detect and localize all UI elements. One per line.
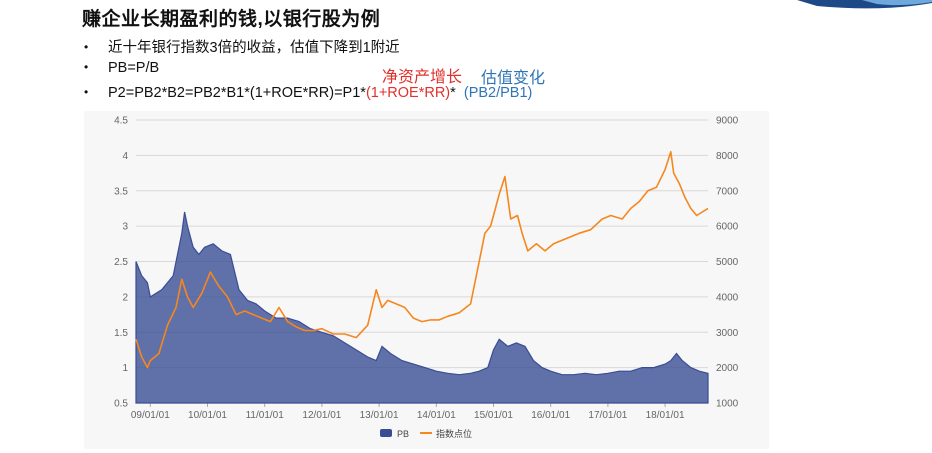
x-tick-label: 12/01/01	[302, 410, 341, 421]
x-tick-label: 09/01/01	[131, 410, 170, 421]
formula-valuation-term: (PB2/PB1)	[463, 85, 533, 101]
axis-label-layer: 0.5 1 1.5 2 2.5 3 3.5 4 4.5 1000 2000 3000 4000 5000 6…	[114, 116, 739, 422]
formula-star: *	[450, 85, 456, 101]
y-left-tick-label: 1.5	[114, 328, 128, 339]
bullet-dot: •	[84, 60, 89, 74]
formula-growth-term: (1+ROE*RR)	[365, 85, 451, 101]
legend-label-pb: PB	[397, 429, 409, 439]
y-right-tick-label: 5000	[716, 257, 739, 268]
y-left-tick-label: 0.5	[114, 399, 128, 410]
legend-label-index: 指数点位	[436, 428, 472, 439]
y-left-tick-label: 2.5	[114, 257, 128, 268]
bullet-text: 近十年银行指数3倍的收益，估值下降到1附近	[108, 40, 400, 56]
y-right-tick-label: 9000	[716, 116, 739, 127]
bullet-text: PB=P/B	[108, 60, 160, 76]
y-left-tick-label: 4	[122, 151, 128, 162]
y-right-tick-label: 7000	[716, 186, 739, 197]
formula-prefix: P2=PB2*B2=PB2*B1*(1+ROE*RR)=P1*	[108, 85, 366, 101]
bullet-item-pb-definition: • PB=P/B	[84, 60, 159, 76]
y-right-tick-label: 2000	[716, 363, 739, 374]
x-tick-label: 13/01/01	[360, 410, 399, 421]
y-right-tick-label: 6000	[716, 222, 739, 233]
legend: PB 指数点位	[380, 428, 472, 439]
annotation-valuation: 估值变化	[481, 70, 546, 87]
corner-decoration	[797, 0, 932, 9]
chart-panel: 0.5 1 1.5 2 2.5 3 3.5 4 4.5 1000 2000 3000 4000 5000 6…	[84, 111, 769, 449]
slide-title: 赚企业长期盈利的钱,以银行股为例	[82, 9, 381, 30]
y-right-tick-label: 8000	[716, 151, 739, 162]
x-tick-label: 17/01/01	[588, 410, 627, 421]
bullet-item-return: • 近十年银行指数3倍的收益，估值下降到1附近	[84, 36, 400, 57]
x-tick-label: 18/01/01	[646, 410, 685, 421]
y-left-tick-label: 4.5	[114, 116, 128, 127]
x-tick-label: 15/01/01	[474, 410, 513, 421]
x-tick-label: 10/01/01	[188, 410, 227, 421]
annotation-growth: 净资产增长	[382, 69, 463, 86]
bullet-dot: •	[84, 40, 89, 54]
y-left-tick-label: 2	[122, 292, 128, 303]
bullet-dot: •	[84, 85, 89, 99]
y-left-tick-label: 3.5	[114, 186, 128, 197]
y-left-tick-label: 1	[122, 363, 128, 374]
y-left-tick-label: 3	[122, 222, 128, 233]
x-tick-label: 16/01/01	[531, 410, 570, 421]
series-index-line	[135, 151, 709, 369]
x-tick-label: 14/01/01	[417, 410, 456, 421]
pb-index-chart: 0.5 1 1.5 2 2.5 3 3.5 4 4.5 1000 2000 3000 4000 5000 6…	[114, 116, 739, 440]
y-right-tick-label: 3000	[716, 328, 739, 339]
series-pb-area	[135, 211, 709, 404]
y-right-tick-label: 1000	[716, 399, 739, 410]
x-tick-label: 11/01/01	[246, 410, 285, 421]
bullet-item-formula: • P2=PB2*B2=PB2*B1*(1+ROE*RR)=P1*(1+ROE*R…	[84, 85, 532, 101]
y-right-tick-label: 4000	[716, 292, 739, 303]
legend-swatch-index	[420, 432, 432, 434]
legend-swatch-pb	[380, 429, 392, 437]
